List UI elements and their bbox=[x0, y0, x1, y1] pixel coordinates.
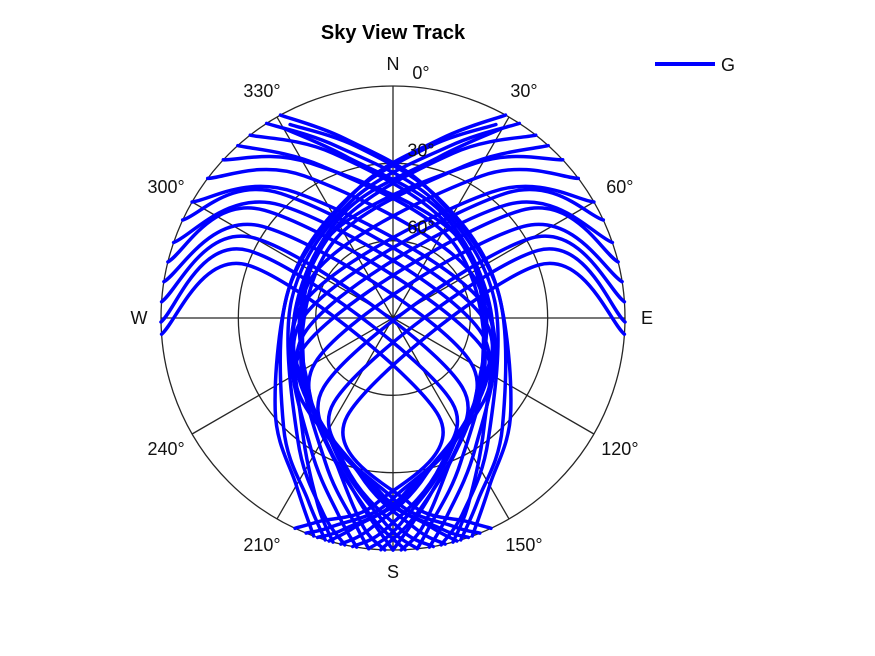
elevation-label-0: 0° bbox=[412, 63, 429, 83]
satellite-track-30 bbox=[316, 234, 627, 540]
azimuth-label-240: 240° bbox=[147, 439, 184, 459]
satellite-track-4 bbox=[264, 121, 500, 547]
elevation-label-60: 60° bbox=[407, 218, 434, 238]
azimuth-label-180: S bbox=[387, 562, 399, 582]
satellite-track-15 bbox=[159, 247, 460, 535]
satellite-track-16 bbox=[159, 261, 445, 531]
azimuth-label-210: 210° bbox=[243, 535, 280, 555]
satellite-track-20 bbox=[286, 121, 522, 547]
axis-labels: N 30° 60° E 120° 150° S 210° 240° W 300° 330° 0° 30° 6… bbox=[131, 54, 654, 582]
satellite-track-32 bbox=[341, 261, 627, 531]
satellite-track-31 bbox=[326, 247, 627, 535]
satellite-track-28 bbox=[293, 206, 620, 546]
satellite-track-10 bbox=[180, 187, 495, 551]
polar-grid bbox=[160, 85, 626, 551]
satellite-track-2 bbox=[278, 113, 508, 542]
elevation-label-30: 30° bbox=[407, 140, 434, 160]
azimuth-label-120: 120° bbox=[601, 439, 638, 459]
satellite-track-26 bbox=[291, 187, 606, 551]
satellite-track-18 bbox=[278, 113, 508, 542]
chart-title: Sky View Track bbox=[321, 22, 466, 44]
legend-label: G bbox=[721, 55, 735, 75]
azimuth-label-150: 150° bbox=[505, 535, 542, 555]
azimuth-label-0: N bbox=[387, 54, 400, 74]
azimuth-label-300: 300° bbox=[147, 177, 184, 197]
azimuth-label-330: 330° bbox=[243, 81, 280, 101]
satellite-tracks bbox=[159, 113, 627, 552]
azimuth-label-90: E bbox=[641, 308, 653, 328]
satellite-track-27 bbox=[294, 200, 615, 549]
legend: G bbox=[655, 55, 735, 75]
satellite-track-25 bbox=[291, 184, 596, 552]
azimuth-label-270: W bbox=[131, 308, 148, 328]
azimuth-label-60: 60° bbox=[606, 177, 633, 197]
azimuth-label-30: 30° bbox=[510, 81, 537, 101]
